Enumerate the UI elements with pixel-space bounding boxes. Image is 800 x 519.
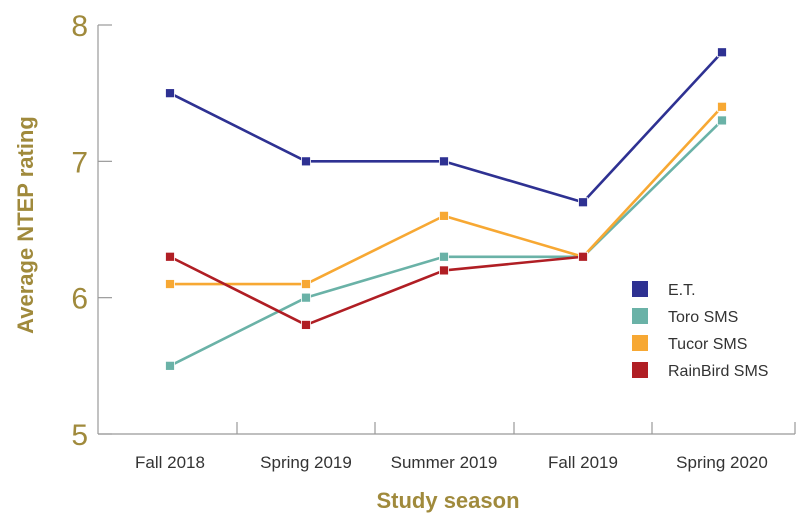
data-point (165, 279, 175, 289)
data-point (578, 197, 588, 208)
series-line (169, 255, 584, 327)
data-point (301, 156, 311, 167)
series-line (169, 51, 723, 204)
axes (97, 25, 795, 435)
data-point (717, 101, 727, 112)
legend-label: Toro SMS (668, 309, 738, 326)
y-tick-label: 7 (71, 146, 88, 179)
data-point (439, 265, 449, 276)
series-toro-sms (165, 115, 727, 371)
data-point (165, 251, 175, 262)
x-tick-label: Fall 2018 (135, 453, 205, 472)
legend-label: E.T. (668, 282, 696, 299)
x-tick-label: Spring 2020 (676, 453, 768, 472)
data-point (439, 156, 449, 167)
data-point (301, 320, 311, 330)
y-tick-label: 5 (71, 419, 88, 452)
x-axis-title: Study season (376, 488, 519, 513)
x-tick-label: Spring 2019 (260, 453, 352, 472)
data-point (717, 115, 727, 126)
y-axis-ticks: 5 6 7 8 (71, 10, 112, 452)
y-axis-title: Average NTEP rating (13, 116, 38, 334)
data-point (717, 47, 727, 58)
data-point (165, 88, 175, 99)
legend-label: RainBird SMS (668, 363, 768, 380)
data-point (439, 251, 449, 262)
legend-swatch (632, 362, 648, 378)
x-tick-label: Summer 2019 (391, 453, 498, 472)
y-tick-label: 6 (71, 283, 88, 316)
data-point (439, 210, 449, 221)
legend-swatch (632, 308, 648, 324)
legend: E.T. Toro SMS Tucor SMS RainBird SMS (632, 281, 768, 380)
x-axis-ticks: Fall 2018 Spring 2019 Summer 2019 Fall 2019… (135, 422, 796, 472)
legend-swatch (632, 335, 648, 351)
data-point (578, 251, 588, 262)
data-point (301, 292, 311, 303)
legend-swatch (632, 281, 648, 297)
data-point (165, 360, 175, 371)
series-rainbird-sms (165, 251, 588, 330)
series-e-t (165, 47, 727, 208)
legend-label: Tucor SMS (668, 336, 747, 353)
data-point (301, 279, 311, 289)
series-layer (165, 47, 727, 371)
y-tick-label: 8 (71, 10, 88, 43)
x-tick-label: Fall 2019 (548, 453, 618, 472)
